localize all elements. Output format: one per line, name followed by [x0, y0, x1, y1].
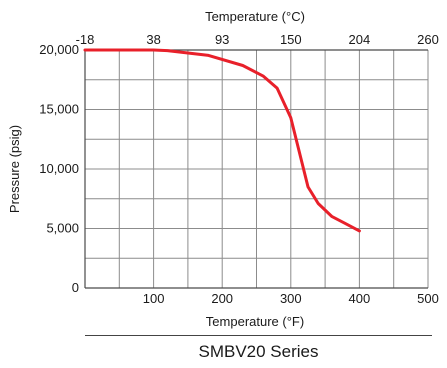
top-tick-labels: -18 38 93 150 204 260	[76, 32, 439, 47]
y-axis-title: Pressure (psig)	[7, 125, 22, 213]
pressure-temperature-line	[83, 48, 361, 233]
series-layer	[83, 48, 361, 233]
caption-divider	[85, 335, 432, 336]
x-tick-label: 300	[280, 291, 302, 306]
top-tick-label: -18	[76, 32, 95, 47]
top-tick-label: 204	[349, 32, 371, 47]
x-tick-label: 100	[143, 291, 165, 306]
y-tick-label: 10,000	[39, 161, 79, 176]
x-tick-label: 400	[349, 291, 371, 306]
top-axis-title: Temperature (°C)	[205, 9, 305, 24]
x-tick-label: 200	[211, 291, 233, 306]
y-tick-label: 20,000	[39, 42, 79, 57]
y-tick-label: 0	[72, 280, 79, 295]
bottom-tick-labels: 100 200 300 400 500	[143, 291, 439, 306]
grid	[84, 49, 429, 289]
y-tick-labels: 0 5,000 10,000 15,000 20,000	[39, 42, 79, 295]
y-tick-label: 15,000	[39, 102, 79, 117]
y-tick-label: 5,000	[46, 221, 79, 236]
top-tick-label: 260	[417, 32, 439, 47]
x-tick-label: 500	[417, 291, 439, 306]
chart-caption: SMBV20 Series	[198, 342, 319, 361]
top-tick-label: 150	[280, 32, 302, 47]
top-tick-label: 38	[146, 32, 160, 47]
x-axis-title: Temperature (°F)	[206, 314, 304, 329]
top-tick-label: 93	[215, 32, 229, 47]
